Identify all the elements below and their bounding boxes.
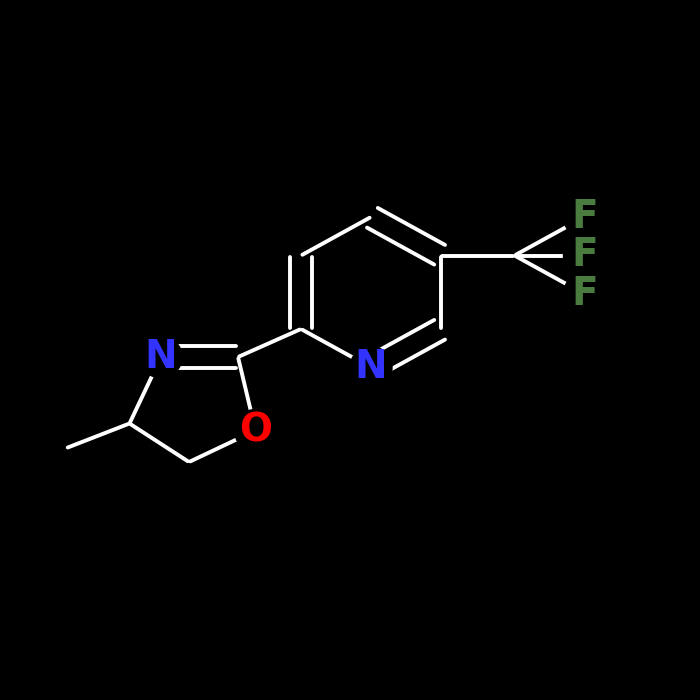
Circle shape [564, 234, 606, 276]
Text: N: N [145, 338, 177, 376]
Text: F: F [571, 198, 598, 236]
Circle shape [350, 346, 392, 389]
Circle shape [564, 196, 606, 238]
Circle shape [564, 273, 606, 315]
Text: F: F [571, 237, 598, 274]
Circle shape [140, 336, 182, 378]
Text: N: N [355, 349, 387, 386]
Circle shape [234, 410, 276, 452]
Text: F: F [571, 275, 598, 313]
Text: O: O [239, 412, 272, 449]
